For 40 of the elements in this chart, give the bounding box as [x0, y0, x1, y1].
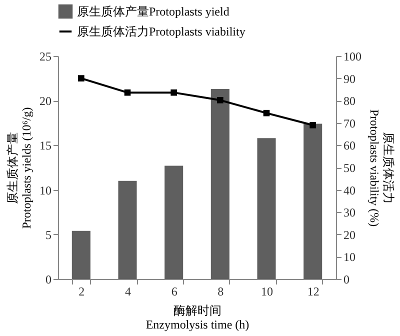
y2-tick-label: 30 [344, 206, 356, 220]
y2-tick-label: 80 [344, 94, 356, 108]
y2-tick-label: 10 [344, 250, 356, 264]
bar [210, 89, 230, 279]
bar [118, 180, 137, 279]
y2-tick-label: 60 [344, 138, 356, 153]
y2-tick-label: 50 [344, 161, 356, 175]
x-tick-label: 4 [125, 284, 131, 298]
point [78, 75, 84, 82]
x-tick-label: 8 [218, 284, 224, 298]
y2-tick-label: 70 [344, 116, 356, 130]
y-tick-label: 0 [46, 272, 52, 286]
point [263, 110, 270, 116]
y2-axis-title: 原生质体活力 Protoplasts viability (%) [368, 109, 396, 227]
point [310, 122, 316, 128]
y2-tick-label: 20 [344, 228, 356, 242]
y2-tick-label: 0 [344, 272, 350, 286]
y-tick-label: 25 [40, 50, 52, 64]
x-tick-label: 12 [307, 284, 320, 298]
x-axis-title: 酶解时间 Enzymolysis time (h) [146, 304, 250, 332]
y2-tick-label: 100 [344, 50, 362, 64]
legend-label: 原生质体产量Protoplasts yield [77, 4, 230, 18]
y-axis-title: 原生质体产量 Protoplasts yields (10⁶/g) [6, 107, 34, 229]
bar [304, 124, 322, 279]
x-tick-label: 2 [78, 284, 85, 298]
bar [257, 138, 276, 279]
bar [164, 166, 184, 279]
point [217, 96, 224, 104]
point [170, 89, 177, 96]
y-tick-label: 15 [40, 138, 52, 153]
legend-label: 原生质体活力Protoplasts viability [77, 24, 246, 38]
y-tick-label: 5 [46, 228, 52, 242]
y2-tick-label: 40 [344, 183, 356, 198]
y2-tick-label: 90 [344, 72, 356, 86]
y-tick-label: 20 [40, 94, 52, 108]
bar [72, 230, 90, 279]
x-tick-label: 10 [261, 284, 273, 298]
y-tick-label: 10 [40, 183, 52, 198]
x-tick-label: 6 [171, 284, 178, 298]
point [124, 89, 131, 96]
